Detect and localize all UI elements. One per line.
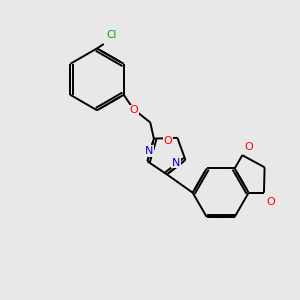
Text: O: O [266,197,275,207]
Text: O: O [163,136,172,146]
Text: N: N [145,146,153,156]
Text: Cl: Cl [107,30,117,40]
Text: O: O [245,142,254,152]
Text: N: N [172,158,180,168]
Text: O: O [130,105,139,115]
